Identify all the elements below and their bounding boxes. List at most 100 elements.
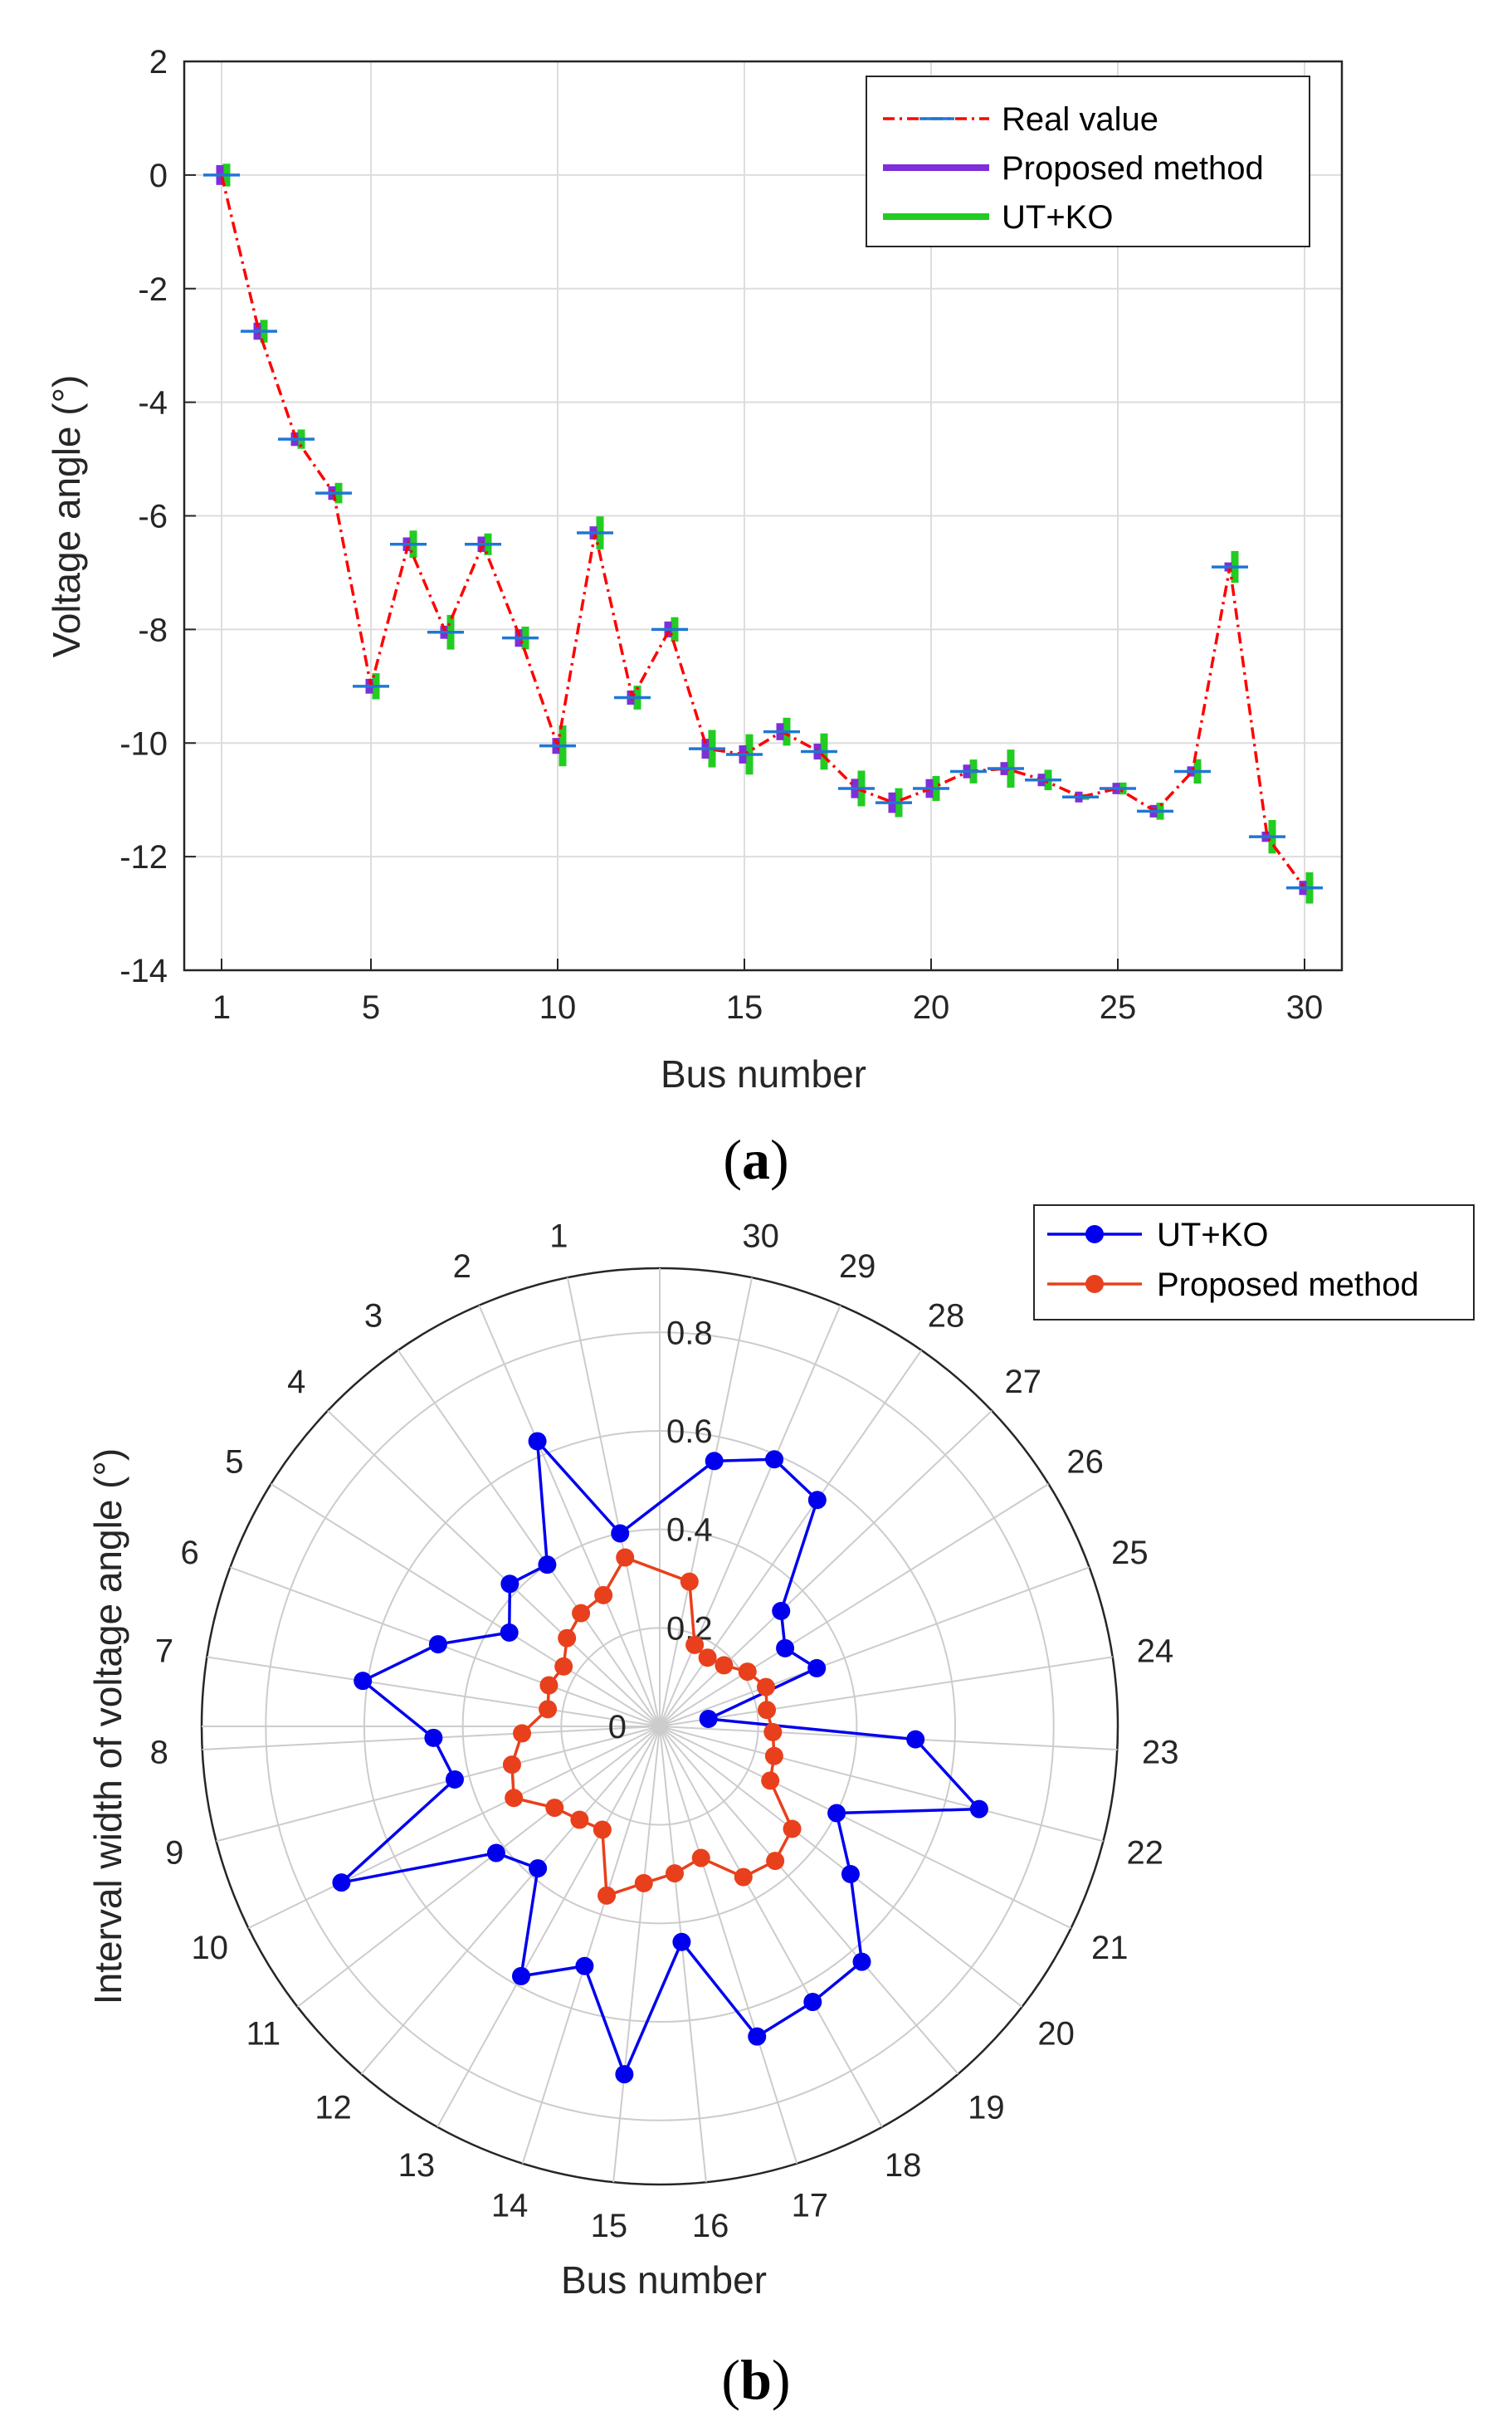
radial-tick-label: 0.8 xyxy=(666,1315,713,1351)
bus-tick-label: 10 xyxy=(191,1930,228,1966)
y-tick-label: -2 xyxy=(138,271,168,308)
bus-tick-label: 22 xyxy=(1126,1834,1163,1871)
proposed-method-polar-marker xyxy=(545,1799,564,1818)
bus-tick-label: 15 xyxy=(591,2208,628,2244)
panel-b-legend-box xyxy=(1033,1204,1475,1321)
proposed-method-polar-marker xyxy=(597,1886,617,1905)
ut-ko-polar-marker xyxy=(765,1450,784,1469)
panel-a-x-axis-label: Bus number xyxy=(661,1052,866,1096)
legend-marker-ut-ko-polar xyxy=(1085,1225,1104,1243)
x-tick-label: 30 xyxy=(1286,989,1324,1026)
polar-spoke xyxy=(566,1277,661,1727)
proposed-method-polar-marker xyxy=(766,1852,785,1871)
panel-a-caption: (a) xyxy=(723,1128,788,1191)
ut-ko-polar-marker xyxy=(332,1873,351,1892)
polar-spoke xyxy=(521,1726,661,2164)
polar-spoke xyxy=(207,1656,661,1727)
ut-ko-polar-marker xyxy=(906,1730,925,1749)
polar-spoke xyxy=(659,1483,1049,1727)
y-tick-label: -8 xyxy=(138,612,168,648)
ut-ko-polar-marker xyxy=(776,1638,795,1657)
bus-tick-label: 27 xyxy=(1005,1364,1042,1400)
legend-label-proposed-polar: Proposed method xyxy=(1157,1267,1419,1303)
polar-spoke xyxy=(612,1726,661,2183)
bus-tick-label: 4 xyxy=(287,1364,305,1400)
bus-tick-label: 26 xyxy=(1066,1444,1104,1481)
panel-b-x-axis-label: Bus number xyxy=(561,2258,767,2302)
proposed-method-polar-marker xyxy=(685,1635,705,1654)
polar-spoke xyxy=(659,1726,883,2128)
bus-tick-label: 14 xyxy=(491,2187,529,2224)
ut-ko-polar-marker xyxy=(748,2027,767,2046)
ut-ko-polar-marker xyxy=(445,1770,464,1789)
bus-tick-label: 29 xyxy=(839,1248,876,1285)
polar-spoke xyxy=(659,1277,754,1727)
ut-ko-polar-marker xyxy=(807,1491,827,1510)
bus-tick-label: 6 xyxy=(180,1535,198,1571)
real-value-line xyxy=(220,174,1306,889)
bus-tick-label: 2 xyxy=(453,1248,471,1285)
polar-spoke xyxy=(659,1726,1023,2008)
x-tick-label: 15 xyxy=(726,989,763,1026)
bus-tick-label: 8 xyxy=(150,1735,168,1771)
polar-spoke xyxy=(397,1350,661,1727)
ut-ko-polar-marker xyxy=(611,1524,630,1543)
bus-tick-label: 5 xyxy=(225,1444,243,1481)
proposed-method-polar-marker xyxy=(698,1648,717,1667)
proposed-method-polar-marker xyxy=(539,1676,558,1695)
ut-ko-polar-marker xyxy=(803,1993,822,2012)
y-tick-label: 0 xyxy=(149,158,168,194)
bus-tick-label: 11 xyxy=(246,2016,281,2053)
proposed-method-polar-marker xyxy=(666,1864,685,1883)
proposed-method-polar-marker xyxy=(554,1657,573,1676)
proposed-method-polar-marker xyxy=(680,1572,699,1591)
ut-ko-polar-marker xyxy=(699,1710,718,1729)
polar-spoke xyxy=(216,1726,661,1843)
bus-tick-label: 28 xyxy=(928,1297,965,1334)
ut-ko-polar-marker xyxy=(528,1432,547,1451)
ut-ko-polar-marker xyxy=(354,1672,373,1691)
proposed-method-polar-marker xyxy=(570,1810,589,1829)
bus-tick-label: 23 xyxy=(1142,1735,1179,1771)
polar-spoke xyxy=(271,1483,661,1727)
y-tick-label: -10 xyxy=(119,725,168,762)
ut-ko-polar-marker xyxy=(841,1864,860,1883)
panel-b-legend: UT+KO Proposed method xyxy=(1033,1204,1475,1321)
panel-b-polar-grid xyxy=(200,1267,1119,2186)
proposed-method-polar-marker xyxy=(763,1722,783,1741)
x-tick-label: 25 xyxy=(1100,989,1137,1026)
polar-spoke xyxy=(659,1726,1072,1929)
proposed-method-polar-marker xyxy=(764,1746,783,1765)
proposed-method-polar-marker xyxy=(616,1548,635,1567)
proposed-method-polar-marker xyxy=(513,1724,532,1743)
bus-tick-label: 30 xyxy=(742,1218,779,1254)
proposed-method-polar-marker xyxy=(738,1662,757,1682)
proposed-method-polar-marker xyxy=(539,1700,558,1719)
proposed-method-polar-marker xyxy=(505,1789,524,1808)
ut-ko-polar-marker xyxy=(529,1859,548,1878)
bus-tick-label: 1 xyxy=(549,1218,568,1254)
polar-spoke xyxy=(360,1726,661,2075)
proposed-method-polar-marker xyxy=(593,1820,612,1839)
panel-b-caption-letter: b xyxy=(740,2348,772,2411)
y-tick-label: 2 xyxy=(149,44,168,81)
bus-tick-label: 9 xyxy=(165,1834,183,1871)
proposed-method-polar-marker xyxy=(756,1677,775,1696)
proposed-method-polar-marker xyxy=(558,1628,577,1648)
panel-a-legend: Real value Proposed method UT+KO xyxy=(866,76,1310,247)
ut-ko-polar-marker xyxy=(500,1574,519,1594)
ut-ko-polar-marker xyxy=(827,1804,846,1823)
ut-ko-polar-marker xyxy=(428,1635,447,1654)
ut-ko-polar-marker xyxy=(772,1601,791,1620)
panel-a-real-value-line xyxy=(203,173,1323,890)
proposed-method-polar-marker xyxy=(634,1873,653,1892)
ut-ko-polar-marker xyxy=(511,1966,530,1985)
ut-ko-polar-marker xyxy=(615,2065,634,2084)
polar-spoke xyxy=(659,1409,993,1727)
polar-spoke xyxy=(659,1566,1090,1727)
bus-tick-label: 25 xyxy=(1111,1535,1149,1571)
polar-spoke xyxy=(659,1726,798,2164)
